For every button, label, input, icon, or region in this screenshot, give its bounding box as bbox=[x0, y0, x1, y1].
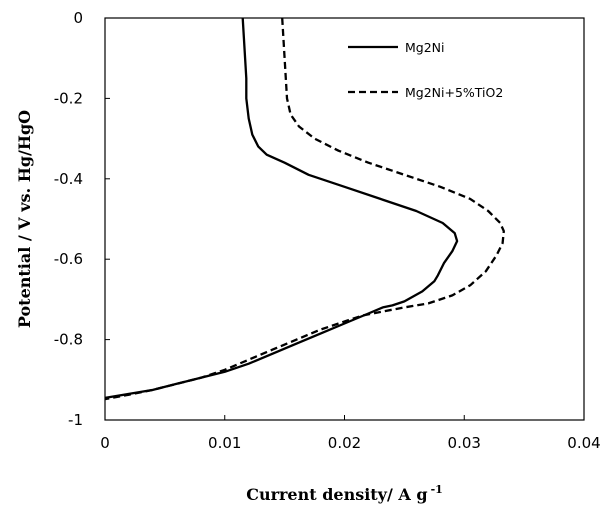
y-tick-label: 0 bbox=[73, 9, 83, 27]
x-tick-label: 0.03 bbox=[448, 434, 481, 452]
y-tick-label: -0.8 bbox=[54, 331, 83, 349]
y-tick-label: -0.2 bbox=[54, 89, 83, 107]
legend-label-2: Mg2Ni+5%TiO2 bbox=[405, 85, 503, 100]
chart-axes: 0 0.01 0.02 0.03 0.04 0 -0.2 -0.4 -0.6 -0.8 -1 bbox=[54, 9, 601, 452]
series-line-2 bbox=[104, 17, 505, 401]
x-tick-label: 0.04 bbox=[567, 434, 600, 452]
axis-titles: Current density/ A g -1 Potential / V vs. … bbox=[15, 110, 443, 504]
y-tick-label: -1 bbox=[68, 411, 83, 429]
x-tick-label: 0.02 bbox=[328, 434, 361, 452]
x-tick-label: 0 bbox=[100, 434, 110, 452]
y-tick-label: -0.6 bbox=[54, 250, 83, 268]
series-line-1 bbox=[104, 17, 459, 400]
legend-label-1: Mg2Ni bbox=[405, 40, 445, 55]
y-tick-label: -0.4 bbox=[54, 170, 83, 188]
x-axis-title: Current density/ A g -1 bbox=[246, 483, 443, 504]
chart-legend: Mg2Ni Mg2Ni+5%TiO2 bbox=[348, 40, 503, 100]
plot-frame bbox=[104, 17, 585, 421]
series-layer bbox=[104, 17, 505, 401]
x-tick-label: 0.01 bbox=[208, 434, 241, 452]
y-axis-title: Potential / V vs. Hg/HgO bbox=[15, 110, 34, 328]
